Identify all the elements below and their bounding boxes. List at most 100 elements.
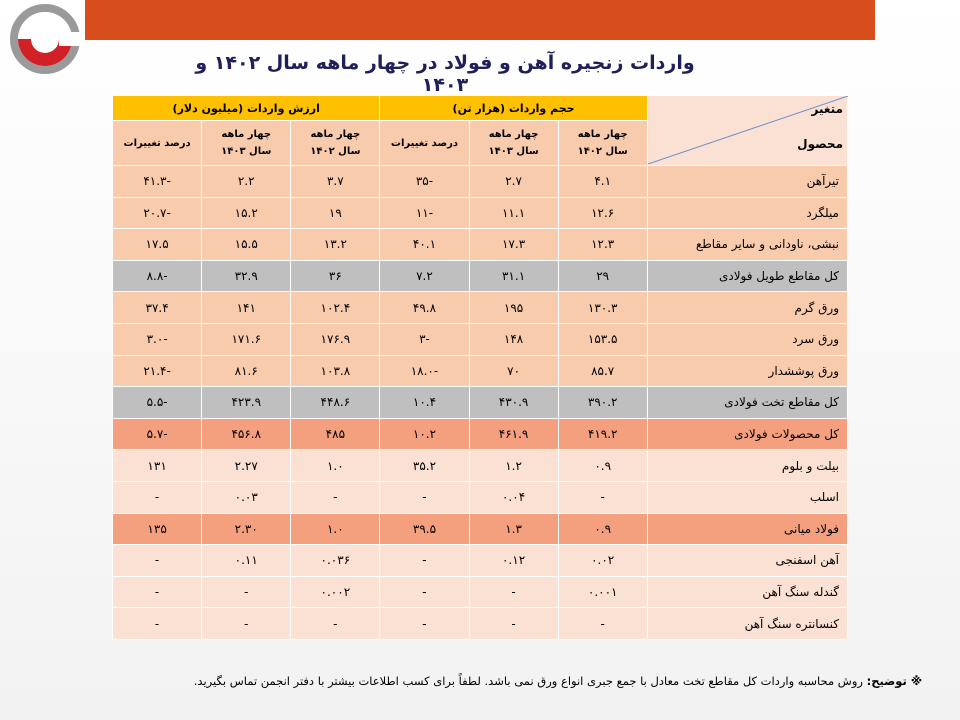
table-cell: - — [379, 544, 470, 577]
footnote-label: ※ توضیح: — [866, 674, 922, 688]
table-cell: ۱۳۰.۳ — [557, 291, 648, 324]
sub-header-line: سال ۱۴۰۳ — [221, 146, 272, 157]
table-cell: ۸۵.۷ — [557, 354, 648, 388]
row-label: کل محصولات فولادی — [646, 417, 849, 451]
cell-value: ۸۱.۶ — [234, 363, 258, 378]
cell-value: ۱.۰ — [326, 521, 344, 536]
table-cell: - — [468, 575, 559, 609]
sub-header-line: چهار ماهه — [310, 129, 361, 140]
cell-value: ۱۰۲.۴ — [320, 300, 351, 315]
cell-value: ۸۵.۷ — [591, 363, 615, 378]
diagonal — [647, 96, 848, 164]
table-cell: ۱۰۳.۸ — [290, 354, 381, 388]
cell-value: ۳۲.۹ — [234, 269, 258, 284]
cell-value: ۳۶ — [328, 269, 342, 284]
cell-value: - — [422, 585, 427, 600]
cell-value: ۳۹۰.۲ — [587, 395, 618, 410]
table-cell: - — [557, 607, 648, 640]
table-cell: ۵.۵- — [111, 386, 203, 419]
cell-value: ۱.۲ — [505, 458, 522, 473]
cell-value: - — [333, 490, 338, 505]
table-cell: ۱۷.۵ — [111, 228, 203, 261]
cell-value: ۰.۰۲ — [591, 553, 615, 568]
cell-value: - — [333, 616, 338, 631]
cell-value: ۰.۰۰۲ — [320, 585, 351, 600]
cell-value: ۸.۸- — [146, 269, 168, 284]
table-cell: ۰.۰۳ — [201, 480, 292, 514]
table-cell: ۴۱.۳- — [111, 165, 203, 198]
table-cell: ۱۴۸ — [468, 322, 559, 356]
table-cell: ۴۰.۱ — [379, 228, 470, 261]
group-header: ارزش واردات (میلیون دلار) — [111, 95, 381, 121]
table-cell: - — [111, 544, 203, 577]
corner-cell: متغیر محصول — [646, 95, 849, 166]
table-cell: - — [290, 607, 381, 640]
table-cell: ۲.۷ — [468, 165, 559, 198]
footnote: ※ توضیح: روش محاسبه واردات کل مقاطع تخت … — [42, 674, 922, 688]
cell-value: ۱۹ — [328, 205, 342, 220]
table-cell: ۸.۸- — [111, 259, 203, 293]
table-cell: ۰.۰۴ — [468, 480, 559, 514]
row-label: ورق پوششدار — [646, 354, 849, 388]
cell-value: ۱۱.۱ — [501, 205, 526, 220]
cell-value: - — [422, 490, 427, 505]
table-row: کل مقاطع طویل فولادی ۲۹ ۳۱.۱ ۷.۲ ۳۶ ۳۲.۹ ۸.۸- — [111, 259, 849, 293]
sub-header-line: درصد تغییرات — [390, 137, 458, 149]
table-cell: ۱۹ — [290, 196, 381, 230]
table-cell: ۱۱- — [379, 196, 470, 230]
cell-value: ۲۹ — [596, 269, 610, 284]
table-cell: ۱۵۳.۵ — [557, 322, 648, 356]
cell-value: - — [244, 585, 249, 600]
table-cell: ۴۲۳.۹ — [201, 386, 292, 419]
table-cell: ۱۵.۲ — [201, 196, 292, 230]
data-table: متغیر محصول حجم واردات (هزار تن) ارزش وا… — [111, 95, 849, 640]
cell-value: - — [154, 490, 160, 505]
table-cell: ۲۰.۷- — [111, 196, 203, 230]
table-cell: ۳.۰- — [111, 322, 203, 356]
table-cell: ۱۵.۵ — [201, 228, 292, 261]
row-label: بیلت و بلوم — [646, 449, 849, 482]
table-cell: ۵.۷- — [111, 417, 203, 451]
table-row: تیرآهن ۴.۱ ۲.۷ ۳۵- ۳.۷ ۲.۲ ۴۱.۳- — [111, 165, 849, 198]
cell-value: ۴۱۹.۲ — [587, 427, 618, 442]
table-cell: - — [468, 607, 559, 640]
table-row: نبشی، ناودانی و سایر مقاطع ۱۲.۳ ۱۷.۳ ۴۰.۱ ۱۳… — [111, 228, 849, 261]
table-cell: - — [201, 575, 292, 609]
cell-value: ۳۵.۲ — [412, 458, 437, 473]
cell-value: - — [600, 616, 605, 631]
cell-value: ۲.۷ — [505, 174, 522, 189]
table-cell: ۳۲.۹ — [201, 259, 292, 293]
cell-value: ۴۹.۸ — [412, 300, 437, 315]
cell-value: ۱۷۱.۶ — [231, 332, 262, 347]
cell-value: ۱۵.۵ — [234, 237, 258, 252]
cell-value: - — [244, 616, 249, 631]
row-label: ورق سرد — [646, 322, 849, 356]
table-cell: ۰.۹ — [557, 512, 648, 546]
header-bar — [85, 0, 875, 40]
table-cell: ۰.۰۲ — [557, 544, 648, 577]
table-row: ورق پوششدار ۸۵.۷ ۷۰ ۱۸.۰- ۱۰۳.۸ ۸۱.۶ ۲۱.۴- — [111, 354, 849, 388]
row-label: نبشی، ناودانی و سایر مقاطع — [646, 228, 849, 261]
cell-value: ۳۵- — [415, 174, 434, 189]
table-cell: ۱۹۵ — [468, 291, 559, 324]
table-cell: ۳۵.۲ — [379, 449, 470, 482]
row-label: کنسانتره سنگ آهن — [646, 607, 849, 640]
cell-value: ۲.۲ — [237, 174, 255, 189]
table-cell: ۳۱.۱ — [468, 259, 559, 293]
sub-header: چهار ماهه سال ۱۴۰۳ — [201, 120, 292, 166]
table-row: کل محصولات فولادی ۴۱۹.۲ ۴۶۱.۹ ۱۰.۲ ۴۸۵ ۴۵۶.۸ ۵… — [111, 417, 849, 451]
cell-value: ۱۰.۲ — [412, 427, 437, 442]
table-cell: ۲.۲۷ — [201, 449, 292, 482]
cell-value: ۳.۰- — [146, 332, 168, 347]
table-cell: ۲۱.۴- — [111, 354, 203, 388]
cell-value: ۵.۵- — [146, 395, 168, 410]
cell-value: ۱۰.۴ — [412, 395, 437, 410]
cell-value: ۱۳.۲ — [323, 237, 347, 252]
cell-value: ۱۷۶.۹ — [320, 332, 351, 347]
cell-value: ۱۴۸ — [503, 332, 524, 347]
table-cell: ۴۸۵ — [290, 417, 381, 451]
sub-header-line: چهار ماهه — [577, 129, 628, 140]
row-label: میلگرد — [646, 196, 849, 230]
table-cell: ۲.۲ — [201, 165, 292, 198]
cell-value: ۱۲.۳ — [591, 237, 615, 252]
